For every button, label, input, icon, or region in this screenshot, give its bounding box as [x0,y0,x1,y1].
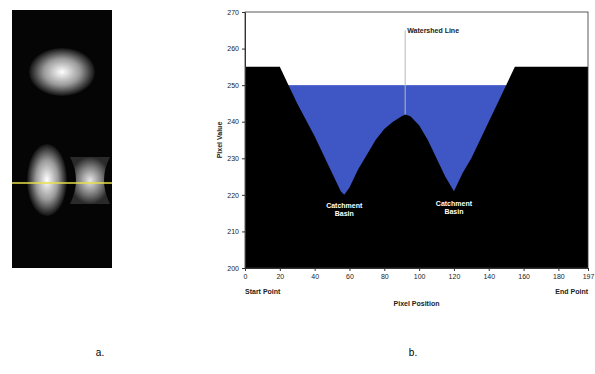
tick-label: 250 [227,82,239,89]
tick-label: 240 [227,118,239,125]
tick-mark [489,268,490,271]
axis-line [246,269,589,272]
tick-mark [242,268,245,269]
tick: 160 [518,268,530,280]
tick: 140 [483,268,495,280]
tick-label: 220 [227,192,239,199]
tick-mark [588,268,589,271]
tick-mark [242,49,245,50]
tick-mark [349,268,350,271]
tick-mark [242,122,245,123]
annotation-line: Catchment [326,202,363,209]
tick-label: 40 [311,273,319,280]
axis-line [242,13,246,269]
tick: 120 [449,268,461,280]
tick-mark [242,85,245,86]
tick-mark [242,158,245,159]
y-axis: 200 210 220 230 240 250 260 270 [227,9,245,272]
tick: 40 [311,268,319,280]
tick-mark [242,195,245,196]
tick-label: 270 [227,9,239,16]
tick: 0 [244,268,248,280]
profile-line [12,182,112,184]
axis-end-label: Start Point [245,288,281,295]
annotation-line: Basin [335,210,354,217]
watershed-label: Watershed Line [407,27,459,34]
annotation: CatchmentBasin [436,200,473,215]
tick-mark [245,268,246,271]
plot-area [245,30,588,268]
image-shape [29,48,95,96]
tick: 220 [227,192,245,199]
tick: 260 [227,45,245,52]
axis-end-label: End Point [555,288,588,295]
tick-mark [242,12,245,13]
tick-label: 60 [346,273,354,280]
tick-label: 100 [414,273,426,280]
panel-label: b. [409,347,417,358]
tick-label: 210 [227,228,239,235]
tick-label: 0 [244,273,248,280]
tick-mark [524,268,525,271]
figure: a. b. 200 210 220 230 240 250 260 270 0 20 40 60 80 100… [0,0,595,374]
x-axis: 0 20 40 60 80 100 120 140 160 180 197 [244,268,595,280]
tick-label: 260 [227,45,239,52]
annotation-line: Catchment [436,200,473,207]
tick-mark [384,268,385,271]
tick-label: 230 [227,155,239,162]
tick-label: 120 [449,273,461,280]
plot-background [245,12,588,268]
tick-mark [242,231,245,232]
tick-mark [419,268,420,271]
tick: 80 [381,268,389,280]
tick: 230 [227,155,245,162]
tick: 197 [583,268,595,280]
tick: 270 [227,9,245,16]
tick: 250 [227,82,245,89]
panel-label: a. [96,347,104,358]
annotation-line: Basin [444,208,463,215]
tick-label: 80 [381,273,389,280]
image-background [12,10,112,268]
tick-label: 140 [483,273,495,280]
profile-area [245,67,588,268]
tick-label: 20 [276,273,284,280]
y-axis-title: Pixel Value [216,122,223,159]
image-panel [12,10,112,268]
x-axis-title: Pixel Position [394,300,440,307]
tick-mark [454,268,455,271]
tick-label: 160 [518,273,530,280]
tick: 60 [346,268,354,280]
tick-label: 180 [553,273,565,280]
image-shape [27,144,67,216]
tick-label: 200 [227,265,239,272]
image-shape [70,157,110,204]
tick-mark [315,268,316,271]
tick: 180 [553,268,565,280]
tick: 200 [227,265,245,272]
tick: 100 [414,268,426,280]
tick-mark [558,268,559,271]
plot-frame [245,12,588,268]
annotation: CatchmentBasin [326,202,363,217]
tick-mark [280,268,281,271]
tick-label: 197 [583,273,595,280]
tick: 240 [227,118,245,125]
tick: 210 [227,228,245,235]
tick: 20 [276,268,284,280]
